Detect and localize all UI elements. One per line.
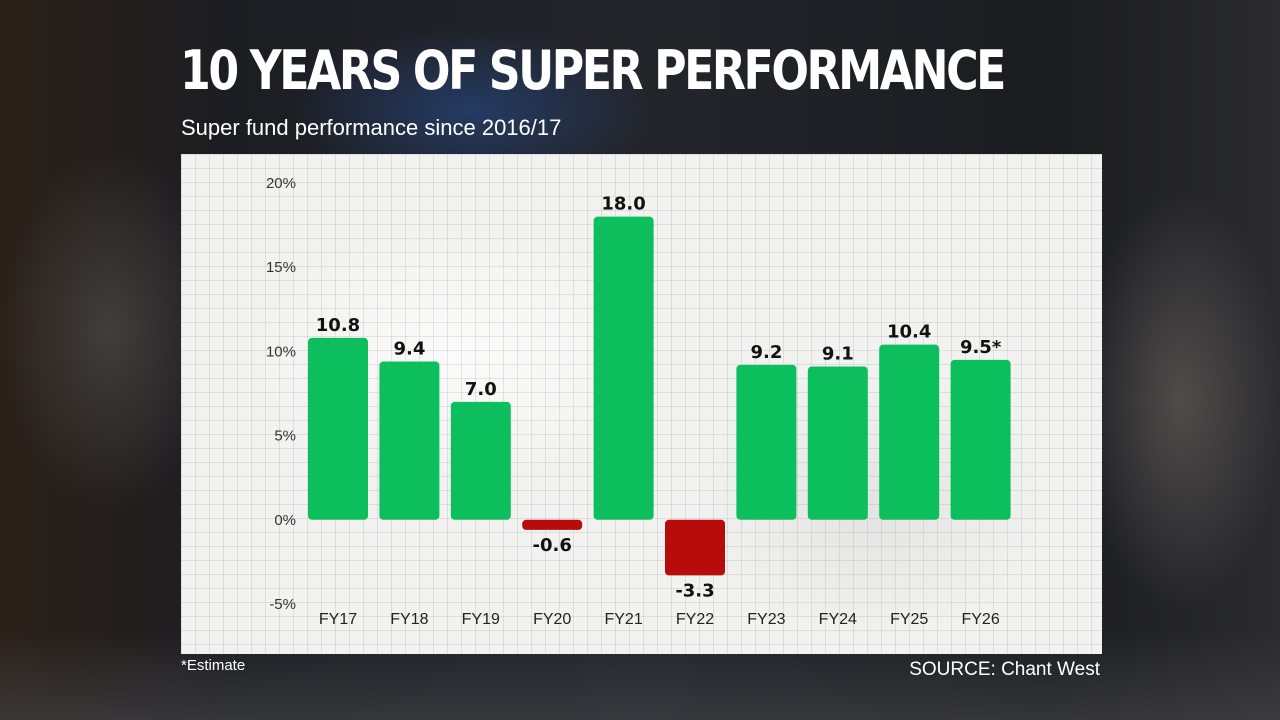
bar-fy25 bbox=[879, 344, 940, 520]
y-tick-label: 15% bbox=[266, 259, 296, 276]
x-tick-label: FY24 bbox=[819, 611, 857, 628]
bar-fy20 bbox=[522, 519, 583, 530]
x-tick-label: FY23 bbox=[747, 611, 785, 628]
y-tick-label: 0% bbox=[274, 512, 296, 529]
x-tick-label: FY18 bbox=[390, 611, 428, 628]
estimate-footnote: *Estimate bbox=[181, 657, 246, 674]
data-label: 18.0 bbox=[601, 194, 645, 215]
x-tick-label: FY21 bbox=[604, 611, 642, 628]
bar-fy26 bbox=[950, 359, 1011, 520]
chart-subtitle: Super fund performance since 2016/17 bbox=[181, 115, 562, 140]
bar-fy24 bbox=[807, 366, 868, 520]
x-tick-label: FY17 bbox=[319, 611, 357, 628]
data-label: 10.8 bbox=[316, 315, 360, 336]
y-tick-label: 20% bbox=[266, 175, 296, 192]
chart-panel: -5% 0% 5% 10% 15% 20% 10.8 FY17 9.4 FY18 7.0 FY19 -0… bbox=[181, 154, 1102, 654]
x-tick-label: FY25 bbox=[890, 611, 928, 628]
bar-fy21 bbox=[593, 216, 654, 520]
chart-title: 10 YEARS OF SUPER PERFORMANCE bbox=[180, 39, 1006, 102]
y-tick-label: 5% bbox=[274, 428, 296, 445]
x-tick-label: FY20 bbox=[533, 611, 571, 628]
y-tick-label: 10% bbox=[266, 343, 296, 360]
data-label: 9.1 bbox=[822, 344, 854, 365]
data-label: 9.2 bbox=[750, 342, 782, 363]
x-tick-label: FY19 bbox=[462, 611, 500, 628]
data-label: 9.5* bbox=[960, 337, 1002, 358]
data-label: 10.4 bbox=[887, 322, 931, 343]
bar-fy22 bbox=[665, 519, 725, 576]
x-tick-label: FY22 bbox=[676, 611, 714, 628]
data-label: 9.4 bbox=[393, 339, 425, 360]
data-label: -0.6 bbox=[533, 535, 572, 556]
source-credit: SOURCE: Chant West bbox=[909, 659, 1100, 680]
bar-fy23 bbox=[736, 364, 797, 520]
y-tick-label: -5% bbox=[269, 596, 296, 613]
data-label: -3.3 bbox=[675, 580, 714, 601]
bar-chart: -5% 0% 5% 10% 15% 20% 10.8 FY17 9.4 FY18 7.0 FY19 -0… bbox=[266, 175, 1011, 628]
bar-fy18 bbox=[379, 361, 440, 520]
bar-fy19 bbox=[450, 401, 511, 520]
data-label: 7.0 bbox=[465, 379, 497, 400]
x-tick-label: FY26 bbox=[961, 611, 999, 628]
bar-fy17 bbox=[308, 337, 368, 520]
